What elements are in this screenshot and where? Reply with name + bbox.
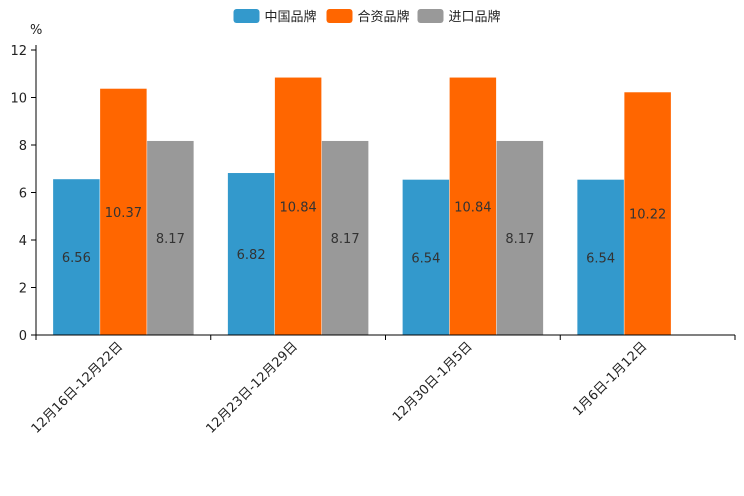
legend-label: 中国品牌 xyxy=(265,9,317,25)
bar[interactable] xyxy=(227,173,275,335)
y-tick-label: 2 xyxy=(19,282,27,297)
bar[interactable] xyxy=(274,77,322,336)
bar[interactable] xyxy=(147,140,194,335)
bar[interactable] xyxy=(577,179,624,335)
bar-value-label: 10.84 xyxy=(280,200,317,215)
x-tick-label: 12月23日-12月29日 xyxy=(203,339,300,436)
bar[interactable] xyxy=(496,140,544,335)
y-tick-label: 10 xyxy=(10,92,27,107)
y-axis: 0 2 4 6 8 10 12 xyxy=(10,44,37,344)
y-tick-label: 0 xyxy=(19,329,27,344)
bar[interactable] xyxy=(449,77,497,336)
y-unit-label: % xyxy=(30,23,42,38)
bar-value-label: 6.54 xyxy=(586,251,615,266)
y-tick-label: 4 xyxy=(19,234,27,249)
legend-swatch xyxy=(417,9,444,23)
x-tick-label: 1月6日-1月12日 xyxy=(571,339,651,419)
bar-value-label: 8.17 xyxy=(331,232,360,247)
bar[interactable] xyxy=(53,179,100,335)
legend-label: 进口品牌 xyxy=(449,9,501,25)
bar[interactable] xyxy=(402,179,450,335)
bar-value-label: 10.37 xyxy=(105,206,142,221)
legend: 中国品牌 合资品牌 进口品牌 xyxy=(233,9,501,25)
bar[interactable] xyxy=(321,140,369,335)
x-axis: 12月16日-12月22日 12月23日-12月29日 12月30日-1月5日 1月6… xyxy=(29,334,736,437)
bar[interactable] xyxy=(624,92,671,336)
x-tick-label: 12月30日-1月5日 xyxy=(390,339,476,425)
legend-item[interactable]: 中国品牌 xyxy=(233,9,317,25)
legend-item[interactable]: 进口品牌 xyxy=(417,9,501,25)
bar-value-label: 8.17 xyxy=(156,232,185,247)
legend-swatch xyxy=(233,9,260,23)
bar[interactable] xyxy=(100,88,147,336)
y-tick-label: 8 xyxy=(19,139,27,154)
y-tick-label: 12 xyxy=(10,44,27,59)
bar-value-label: 6.54 xyxy=(411,251,440,266)
y-tick-label: 6 xyxy=(19,187,27,202)
bar-value-label: 10.84 xyxy=(454,200,491,215)
bar-value-label: 10.22 xyxy=(629,208,666,223)
legend-label: 合资品牌 xyxy=(358,9,410,25)
bar-value-label: 6.56 xyxy=(62,251,91,266)
bar-value-label: 8.17 xyxy=(505,232,534,247)
bar-value-label: 6.82 xyxy=(237,248,266,263)
bars: 6.56 10.37 8.17 6.82 10.84 8.17 6.54 10.84 8.17 6… xyxy=(53,77,671,336)
legend-item[interactable]: 合资品牌 xyxy=(326,9,410,25)
x-tick-label: 12月16日-12月22日 xyxy=(29,339,126,436)
legend-swatch xyxy=(326,9,353,23)
